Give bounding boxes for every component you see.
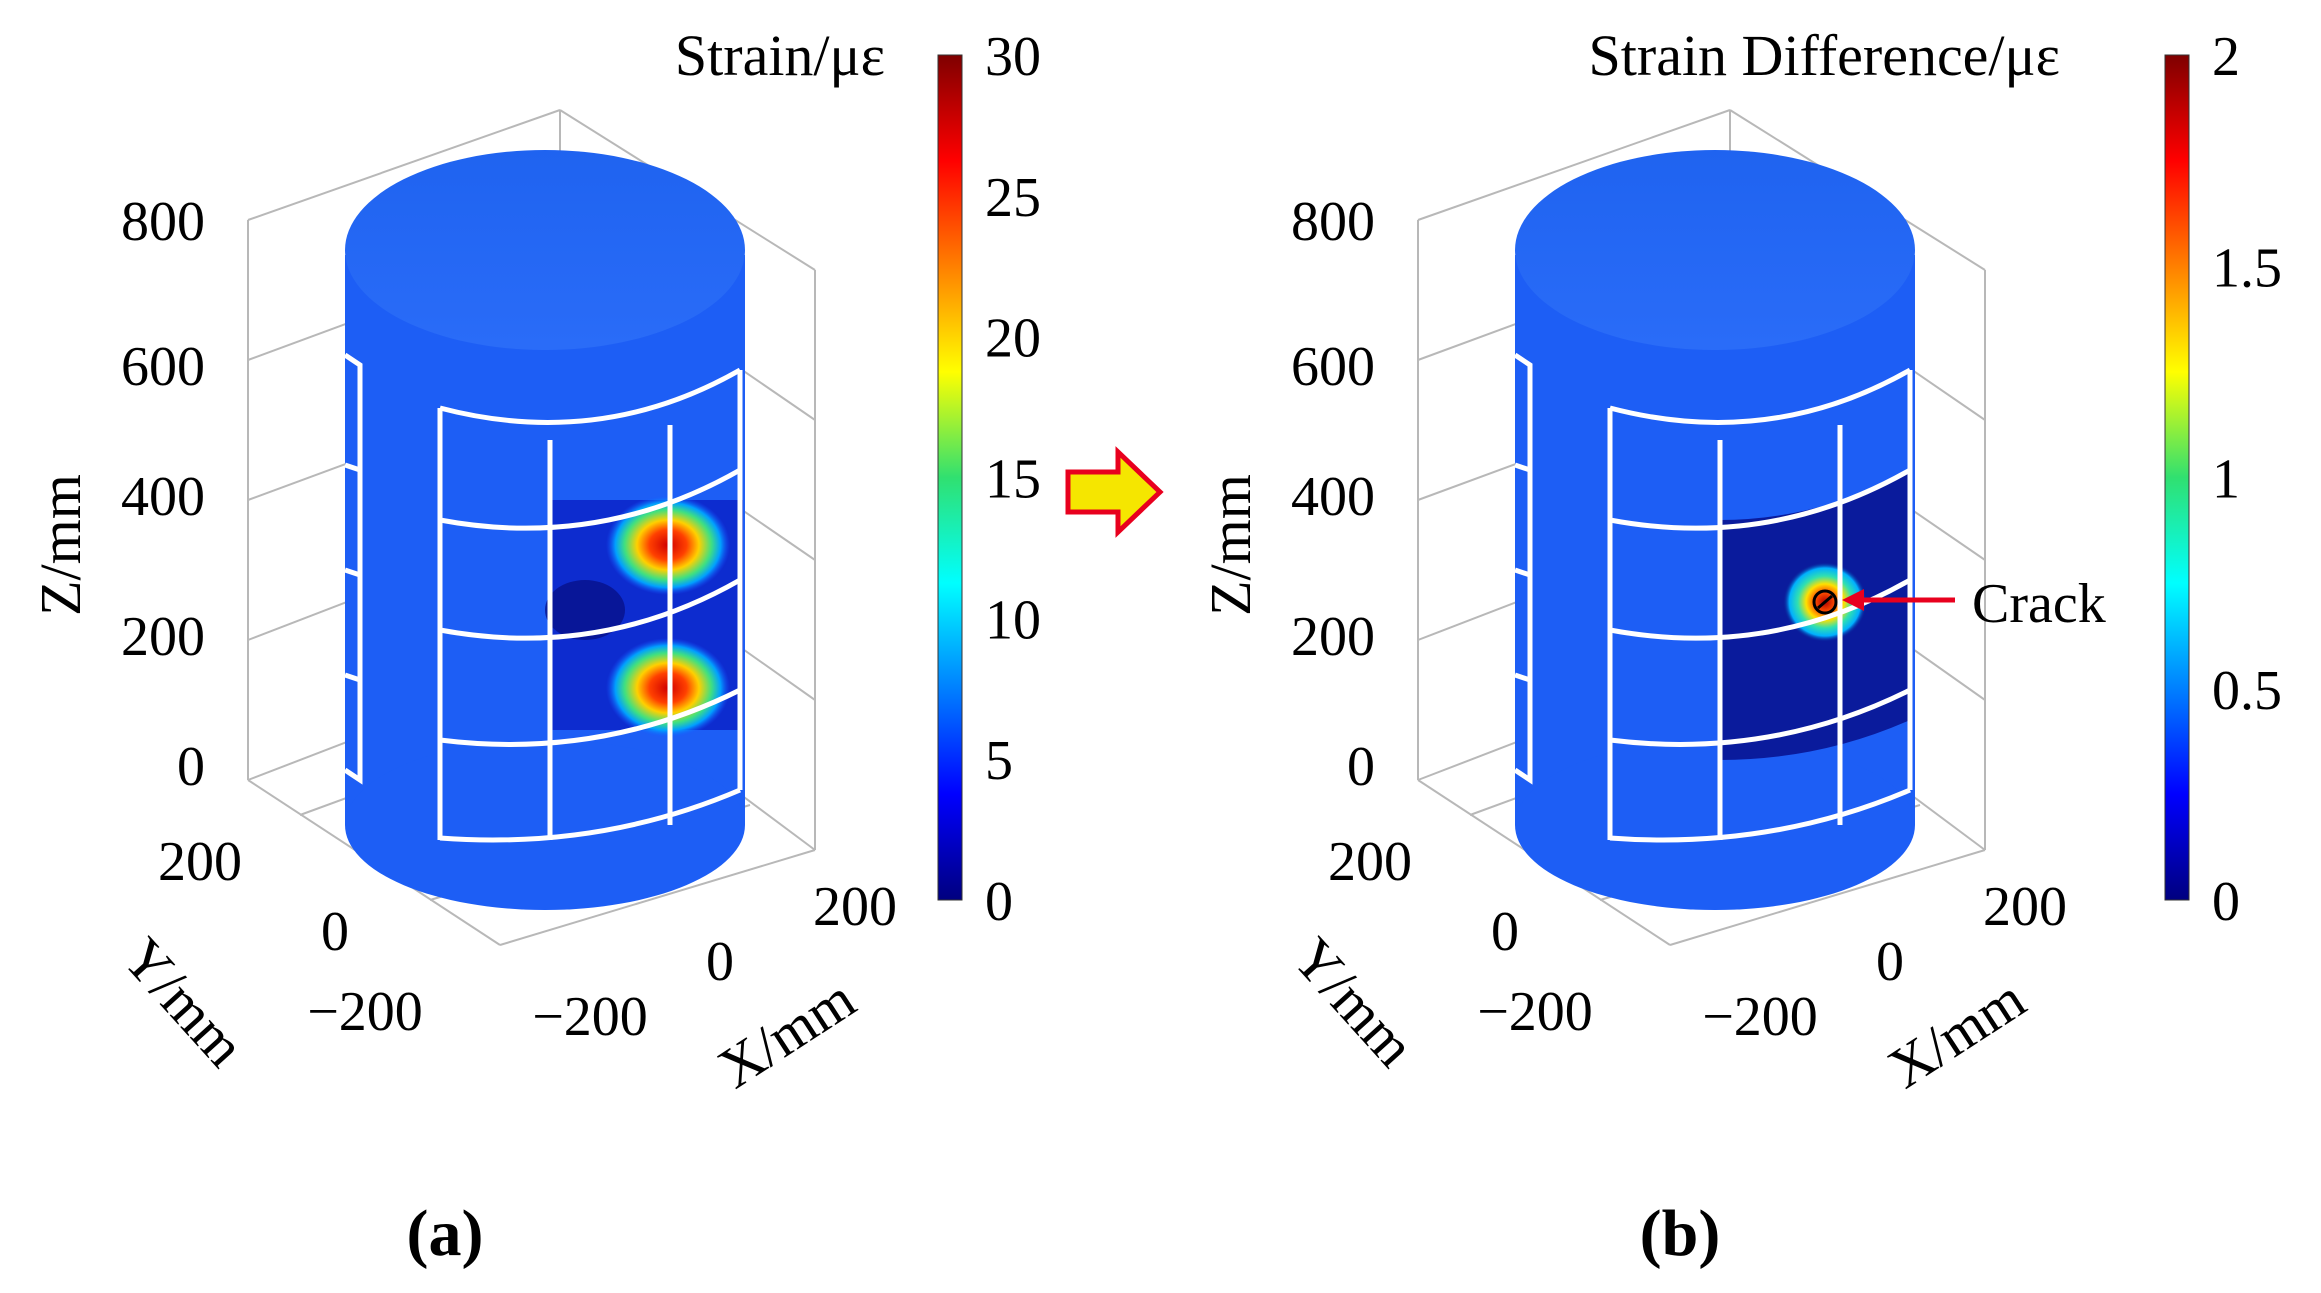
sensor-grid-a: [343, 352, 743, 843]
y-ticks-a: 200 0 −200: [158, 831, 423, 1043]
colorbar-tick-a-5: 25: [985, 167, 1041, 229]
z-tick-a-600: 600: [121, 336, 205, 398]
colorbar-ticks-a: 0 5 10 15 20 25 30: [985, 26, 1041, 933]
z-tick-b-0: 0: [1347, 736, 1375, 798]
z-tick-b-400: 400: [1291, 466, 1375, 528]
colorbar-b: [2164, 54, 2190, 901]
x-ticks-a: −200 0 200: [532, 876, 897, 1048]
y-tick-b-0: 0: [1491, 901, 1519, 963]
y-tick-b-200: 200: [1328, 831, 1412, 893]
z-tick-b-800: 800: [1291, 191, 1375, 253]
x-ticks-b: −200 0 200: [1702, 876, 2067, 1048]
colorbar-tick-b-2: 1: [2212, 449, 2240, 511]
crack-annotation: Crack: [1842, 573, 2106, 635]
colorbar-tick-b-0: 0: [2212, 871, 2240, 933]
colorbar-tick-b-4: 2: [2212, 26, 2240, 88]
z-tick-a-0: 0: [177, 736, 205, 798]
y-axis-label-a: Y/mm: [110, 925, 257, 1079]
y-ticks-b: 200 0 −200: [1328, 831, 1593, 1043]
colorbar-tick-a-6: 30: [985, 26, 1041, 88]
x-tick-a-neg200: −200: [532, 986, 648, 1048]
colorbar-title-a: Strain/με: [675, 23, 885, 88]
y-tick-b-neg200: −200: [1477, 981, 1593, 1043]
right-arrow-icon: [1065, 446, 1164, 538]
crack-label: Crack: [1972, 573, 2106, 635]
colorbar-a: [937, 54, 963, 901]
x-tick-b-200: 200: [1983, 876, 2067, 938]
panel-b: Crack 800 600 400 200 0 Z/mm 200 0 −200 …: [1198, 23, 2282, 1270]
panel-label-b: (b): [1640, 1197, 1721, 1270]
x-tick-a-200: 200: [813, 876, 897, 938]
y-tick-a-0: 0: [321, 901, 349, 963]
colorbar-ticks-b: 0 0.5 1 1.5 2: [2212, 26, 2282, 933]
colorbar-title-b: Strain Difference/με: [1589, 23, 2060, 88]
cylinder-a: [343, 150, 745, 910]
z-ticks-b: 800 600 400 200 0: [1291, 191, 1375, 798]
sensor-grid-b: [1513, 352, 1913, 843]
colorbar-tick-b-1: 0.5: [2212, 660, 2282, 722]
z-tick-a-200: 200: [121, 606, 205, 668]
z-tick-a-400: 400: [121, 466, 205, 528]
colorbar-tick-b-3: 1.5: [2212, 237, 2282, 299]
x-tick-a-0: 0: [706, 931, 734, 993]
z-axis-label-a: Z/mm: [28, 474, 93, 616]
z-tick-a-800: 800: [121, 191, 205, 253]
colorbar-tick-a-1: 5: [985, 730, 1013, 792]
cylinder-b: [1513, 150, 1915, 910]
z-axis-label-b: Z/mm: [1198, 474, 1263, 616]
colorbar-tick-a-3: 15: [985, 449, 1041, 511]
z-tick-b-200: 200: [1291, 606, 1375, 668]
y-tick-a-neg200: −200: [307, 981, 423, 1043]
z-ticks-a: 800 600 400 200 0: [121, 191, 205, 798]
panel-a: 800 600 400 200 0 Z/mm 200 0 −200 Y/mm −…: [28, 23, 1041, 1270]
x-tick-b-neg200: −200: [1702, 986, 1818, 1048]
z-tick-b-600: 600: [1291, 336, 1375, 398]
colorbar-tick-a-4: 20: [985, 308, 1041, 370]
colorbar-tick-a-2: 10: [985, 589, 1041, 651]
colorbar-tick-a-0: 0: [985, 871, 1013, 933]
panel-label-a: (a): [407, 1197, 484, 1270]
y-tick-a-200: 200: [158, 831, 242, 893]
y-axis-label-b: Y/mm: [1280, 925, 1427, 1079]
x-tick-b-0: 0: [1876, 931, 1904, 993]
